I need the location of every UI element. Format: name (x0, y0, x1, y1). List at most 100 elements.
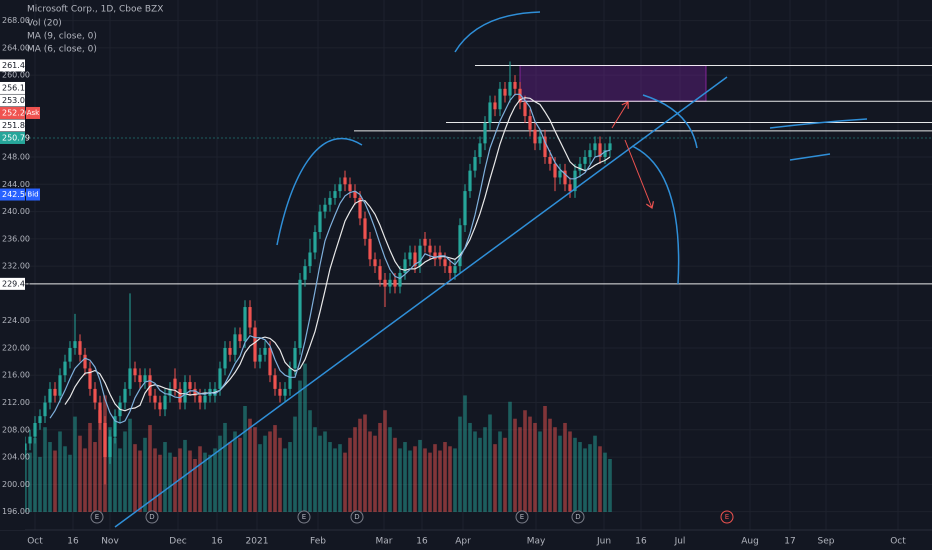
volume-bar (443, 442, 447, 512)
candle-body (408, 252, 412, 260)
candle-body (418, 245, 422, 267)
volume-bar (78, 435, 82, 512)
volume-bar (463, 395, 467, 512)
volume-bar (283, 448, 287, 512)
candle-body (143, 375, 147, 383)
candle-body (283, 388, 287, 396)
price-label-box (0, 119, 25, 132)
x-tick-label: Oct (890, 537, 906, 547)
volume-bar (558, 435, 562, 512)
drawn-curve (276, 137, 363, 246)
candle-body (388, 279, 392, 287)
axes: 268.00 264.00 260.00 248.00 244.00 240.00 236.… (0, 16, 906, 547)
event-marker[interactable] (145, 510, 159, 524)
volume-bar (108, 427, 112, 512)
volume-bar (253, 427, 257, 512)
event-marker[interactable] (515, 510, 529, 524)
x-tick-label: Jul (674, 537, 686, 547)
candle-body (163, 395, 167, 410)
x-tick-label: Nov (101, 537, 119, 547)
candle-body (93, 388, 97, 403)
price-label-box (0, 131, 25, 144)
price-label: 250.79 (2, 133, 30, 142)
arrow (624, 139, 652, 208)
event-marker[interactable] (720, 510, 734, 524)
candle-body (158, 402, 162, 410)
volume-bar (563, 422, 567, 512)
candle-body (83, 354, 87, 369)
volume-bar (213, 448, 217, 512)
event-marker[interactable] (297, 510, 311, 524)
candle-body (403, 259, 407, 273)
candle-body (503, 88, 507, 96)
volume-bar (263, 435, 267, 512)
candle-body (103, 422, 107, 458)
volume-bar (453, 448, 457, 512)
volume-bar (188, 450, 192, 512)
event-marker[interactable] (571, 510, 585, 524)
volume-bar (238, 437, 242, 512)
x-tick-label: Oct (27, 537, 43, 547)
price-label: 229.40 (2, 279, 30, 288)
volume (23, 363, 612, 512)
candle-body (393, 279, 397, 287)
volume-bar (228, 442, 232, 512)
volume-bar (458, 416, 462, 512)
event-marker[interactable] (90, 510, 104, 524)
y-tick-label: 208.00 (2, 425, 30, 434)
candle-body (178, 388, 182, 403)
candle-body (588, 150, 592, 158)
price-label: 251.83 (2, 121, 30, 130)
candle-body (48, 388, 52, 403)
drawn-curve (642, 94, 698, 149)
candle-body (38, 416, 42, 423)
legend-entry: Vol (20) (27, 19, 62, 29)
candle-body (523, 102, 527, 117)
candle-body (323, 204, 327, 212)
chart-title: Microsoft Corp., 1D, Cboe BZX (27, 5, 163, 15)
candle-body (243, 307, 247, 342)
candle-body (78, 341, 82, 355)
candle-body (513, 81, 517, 89)
candle-body (363, 218, 367, 239)
x-tick-label: 17 (784, 537, 795, 547)
y-tick-label: 200.00 (2, 480, 30, 489)
event-label: D (575, 513, 580, 521)
volume-bar (128, 418, 132, 512)
volume-bar (588, 444, 592, 512)
price-label: 252.20 (2, 108, 30, 117)
event-label: E (725, 513, 729, 521)
volume-bar (378, 422, 382, 512)
candle-body (183, 382, 187, 403)
volume-bar (198, 446, 202, 512)
candle-body (428, 245, 432, 253)
volume-bar (318, 435, 322, 512)
events: E D E D E D E (90, 510, 734, 524)
volume-bar (603, 452, 607, 512)
candle-body (598, 143, 602, 158)
volume-bar (98, 410, 102, 512)
volume-bar (123, 431, 127, 512)
volume-bar (553, 427, 557, 512)
candle-body (538, 136, 542, 144)
candle-body (63, 361, 67, 376)
volume-bar (438, 450, 442, 512)
y-tick-label: 220.00 (2, 343, 30, 352)
candle-body (563, 170, 567, 185)
candle-body (443, 259, 447, 267)
candle-body (528, 116, 532, 130)
volume-bar (368, 431, 372, 512)
candle-body (353, 191, 357, 198)
volume-bar (538, 431, 542, 512)
candle-body (53, 388, 57, 396)
volume-bar (288, 442, 292, 512)
candle-body (373, 259, 377, 267)
x-tick-label: 16 (67, 537, 79, 547)
volume-bar (533, 422, 537, 512)
candle-body (298, 279, 302, 348)
candle-body (128, 368, 132, 389)
volume-bar (523, 410, 527, 512)
event-marker[interactable] (350, 510, 364, 524)
volume-bar (243, 406, 247, 512)
volume-bar (573, 437, 577, 512)
